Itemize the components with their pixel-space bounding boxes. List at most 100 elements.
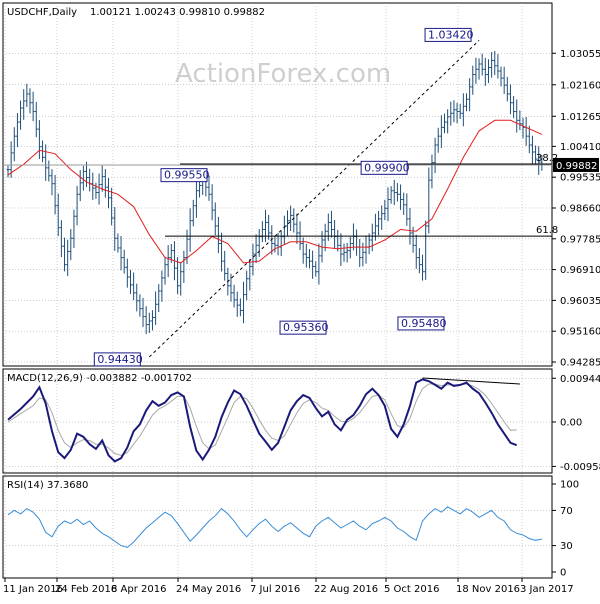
ohlc-bar <box>273 236 277 253</box>
ohlc-bar <box>213 202 217 236</box>
price-callout: 0.95480 <box>397 316 446 331</box>
x-tick-label: 8 Apr 2016 <box>111 584 166 595</box>
ohlc-bar <box>458 103 462 120</box>
ohlc-bar <box>47 160 51 182</box>
price-tick-label: 1.01265 <box>560 112 600 123</box>
ohlc-bar <box>242 281 246 324</box>
ohlc-bar <box>421 254 425 281</box>
ohlc-bar <box>37 120 41 159</box>
ohlc-bar <box>477 58 481 80</box>
macd-panel <box>2 368 553 474</box>
rsi-tick-label: 30 <box>560 541 573 552</box>
ohlc-bar <box>436 127 440 153</box>
ohlc-bar <box>207 175 211 201</box>
ohlc-bar <box>6 165 10 178</box>
ohlc-bar <box>530 135 534 165</box>
ohlc-bar <box>443 113 447 134</box>
ohlc-bar <box>56 193 60 237</box>
ohlc-bar <box>160 270 164 302</box>
ohlc-bar <box>182 250 186 283</box>
price-callout-box <box>360 160 408 175</box>
ohlc-bar <box>135 283 139 312</box>
ohlc-bar <box>424 220 428 280</box>
ohlc-bar <box>113 206 117 251</box>
price-callout-box <box>93 352 141 367</box>
fib-level-label: 38.2 <box>536 153 558 164</box>
ohlc-bar <box>125 258 129 288</box>
ohlc-bar <box>515 99 519 133</box>
ohlc-bar <box>427 167 431 234</box>
ohlc-bar <box>157 284 161 313</box>
ohlc-bar <box>154 291 158 325</box>
price-callout: 1.03420 <box>424 27 474 42</box>
ohlc-bar <box>493 50 497 76</box>
ohlc-bar <box>295 213 299 244</box>
rsi-tick-label: 70 <box>560 506 573 517</box>
ohlc-bar <box>314 261 318 277</box>
rsi-tick-label: 100 <box>560 480 579 491</box>
price-tick-label: 1.00410 <box>560 142 600 153</box>
ohlc-bar <box>166 245 170 278</box>
price-callout-label: 0.94430 <box>97 353 143 366</box>
ohlc-bar <box>289 205 293 232</box>
ohlc-bar <box>471 65 475 95</box>
ohlc-bar <box>194 180 198 218</box>
ohlc-bar <box>147 312 151 334</box>
price-tick-label: 0.97785 <box>560 234 600 245</box>
price-callout: 0.94430 <box>93 352 143 367</box>
ohlc-bar <box>480 53 484 76</box>
ohlc-bar <box>395 183 399 202</box>
ohlc-bar <box>468 78 472 112</box>
ohlc-bar <box>329 210 333 238</box>
ohlc-bar <box>292 208 296 233</box>
rsi-line <box>7 506 542 548</box>
ohlc-bar <box>345 242 349 263</box>
ohlc-bar <box>110 187 114 226</box>
price-tick-label: 0.95160 <box>560 327 600 338</box>
x-tick-label: 7 Jul 2016 <box>250 584 300 595</box>
price-callout: 0.95360 <box>279 320 329 335</box>
ohlc-bar <box>75 185 79 226</box>
ohlc-bar <box>119 236 123 271</box>
ohlc-bar <box>537 146 541 175</box>
ohlc-bar <box>235 291 239 317</box>
ohlc-bar <box>311 250 315 279</box>
ohlc-bar <box>455 102 459 124</box>
price-callout: 0.99550 <box>160 168 210 183</box>
x-tick-label: 3 Jan 2017 <box>520 584 574 595</box>
ohlc-bar <box>97 173 101 205</box>
rsi-panel <box>2 475 553 579</box>
price-callout-box <box>279 320 327 335</box>
ohlc-bar <box>31 91 35 122</box>
ohlc-bar <box>486 59 490 84</box>
ohlc-bar <box>81 165 85 191</box>
current-price-label: 0.99882 <box>556 161 597 172</box>
price-panel <box>2 2 553 367</box>
price-tick-label: 1.02160 <box>560 80 600 91</box>
fib-level-label: 61.8 <box>536 225 558 236</box>
ohlc-bar <box>490 52 494 78</box>
ohlc-bar <box>19 100 23 130</box>
price-callout-label: 0.99550 <box>164 169 210 182</box>
ohlc-bar <box>496 54 500 79</box>
ohlc-bar <box>361 242 365 267</box>
rsi-tick-label: 0 <box>560 568 566 579</box>
ohlc-bar <box>191 199 195 227</box>
ohlc-bar <box>44 144 48 181</box>
ohlc-bar <box>12 127 16 162</box>
ohlc-bar <box>304 243 308 268</box>
price-callout-label: 0.99900 <box>364 161 410 174</box>
ohlc-bar <box>248 259 252 291</box>
ohlc-bar <box>512 96 516 119</box>
ohlc-bar <box>163 256 167 285</box>
ohlc-bar <box>141 297 145 328</box>
chart-ohlc: 1.00121 1.00243 0.99810 0.99882 <box>90 7 265 18</box>
ohlc-bar <box>216 216 220 254</box>
ohlc-bar <box>417 248 421 274</box>
ohlc-bar <box>122 249 126 274</box>
ohlc-bar <box>15 113 19 148</box>
ohlc-bar <box>433 137 437 174</box>
ohlc-bar <box>521 117 525 139</box>
ohlc-bar <box>408 208 412 245</box>
